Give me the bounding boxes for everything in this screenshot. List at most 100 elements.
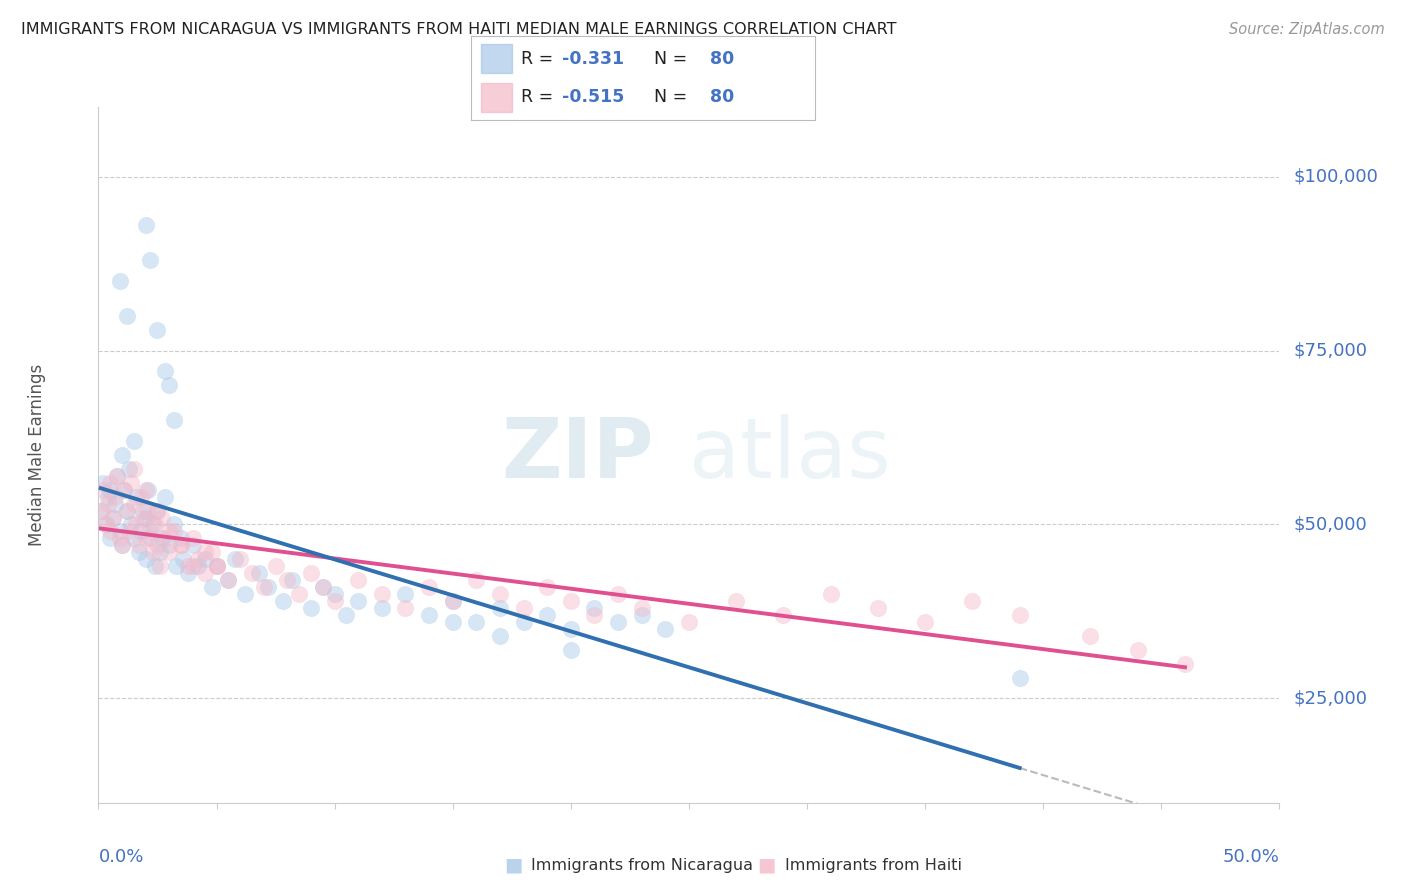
- Point: [583, 607, 606, 622]
- Point: [143, 559, 166, 574]
- Point: [139, 253, 162, 268]
- Point: [312, 580, 335, 594]
- Point: [299, 601, 322, 615]
- Point: [112, 483, 135, 497]
- Point: [441, 594, 464, 608]
- Point: [201, 545, 224, 559]
- Point: [149, 545, 172, 559]
- Point: [108, 274, 131, 288]
- Point: [98, 475, 121, 490]
- Point: [146, 503, 169, 517]
- Point: [465, 615, 488, 629]
- Point: [187, 559, 209, 574]
- Text: ZIP: ZIP: [501, 415, 654, 495]
- Point: [101, 510, 124, 524]
- Text: $75,000: $75,000: [1294, 342, 1368, 359]
- Point: [224, 552, 246, 566]
- Point: [170, 538, 193, 552]
- Point: [153, 532, 176, 546]
- Point: [772, 607, 794, 622]
- Point: [201, 580, 224, 594]
- Point: [136, 503, 159, 517]
- Point: [142, 545, 165, 559]
- Point: [866, 601, 889, 615]
- Point: [335, 607, 357, 622]
- Point: [536, 607, 558, 622]
- Point: [121, 475, 143, 490]
- Point: [371, 601, 394, 615]
- Point: [271, 594, 294, 608]
- Point: [181, 559, 204, 574]
- Text: ■: ■: [756, 855, 776, 875]
- Text: -0.331: -0.331: [562, 50, 624, 68]
- Point: [512, 615, 534, 629]
- Text: Source: ZipAtlas.com: Source: ZipAtlas.com: [1229, 22, 1385, 37]
- Point: [111, 448, 134, 462]
- Point: [135, 532, 157, 546]
- Point: [150, 532, 173, 546]
- Point: [111, 538, 134, 552]
- Point: [323, 594, 346, 608]
- Point: [194, 566, 217, 581]
- Point: [98, 524, 121, 539]
- Text: $100,000: $100,000: [1294, 168, 1378, 186]
- Point: [233, 587, 256, 601]
- Point: [122, 532, 145, 546]
- Point: [157, 524, 180, 539]
- Point: [560, 594, 582, 608]
- Point: [143, 517, 166, 532]
- Point: [91, 475, 114, 490]
- Point: [323, 587, 346, 601]
- Point: [288, 587, 311, 601]
- Point: [299, 566, 322, 581]
- Point: [165, 559, 187, 574]
- Point: [820, 587, 842, 601]
- Bar: [481, 83, 512, 112]
- Point: [371, 587, 394, 601]
- Point: [122, 434, 145, 448]
- Point: [163, 517, 186, 532]
- Point: [630, 601, 652, 615]
- Point: [181, 532, 204, 546]
- Point: [512, 601, 534, 615]
- Point: [276, 573, 298, 587]
- Point: [132, 510, 155, 524]
- Point: [489, 601, 512, 615]
- Point: [163, 413, 186, 427]
- Point: [217, 573, 239, 587]
- Point: [394, 601, 416, 615]
- Point: [121, 517, 143, 532]
- Point: [139, 524, 162, 539]
- Point: [1080, 629, 1102, 643]
- Point: [101, 510, 124, 524]
- Point: [132, 503, 155, 517]
- Point: [105, 468, 128, 483]
- Text: 50.0%: 50.0%: [1223, 848, 1279, 866]
- Point: [153, 490, 176, 504]
- Point: [347, 573, 370, 587]
- Point: [1008, 607, 1031, 622]
- Point: [112, 483, 135, 497]
- Point: [149, 559, 172, 574]
- Point: [146, 538, 169, 552]
- Point: [607, 587, 630, 601]
- Point: [630, 607, 652, 622]
- Point: [111, 538, 134, 552]
- Point: [108, 524, 131, 539]
- Point: [128, 538, 150, 552]
- Point: [157, 538, 180, 552]
- Text: R =: R =: [522, 50, 558, 68]
- Text: R =: R =: [522, 87, 558, 105]
- Text: IMMIGRANTS FROM NICARAGUA VS IMMIGRANTS FROM HAITI MEDIAN MALE EARNINGS CORRELAT: IMMIGRANTS FROM NICARAGUA VS IMMIGRANTS …: [21, 22, 897, 37]
- Point: [418, 607, 440, 622]
- Point: [105, 468, 128, 483]
- Point: [678, 615, 700, 629]
- Point: [205, 559, 228, 574]
- Point: [240, 566, 263, 581]
- Point: [142, 517, 165, 532]
- Point: [1126, 642, 1149, 657]
- Point: [170, 538, 193, 552]
- Text: 80: 80: [710, 50, 735, 68]
- Point: [264, 559, 287, 574]
- Point: [122, 497, 145, 511]
